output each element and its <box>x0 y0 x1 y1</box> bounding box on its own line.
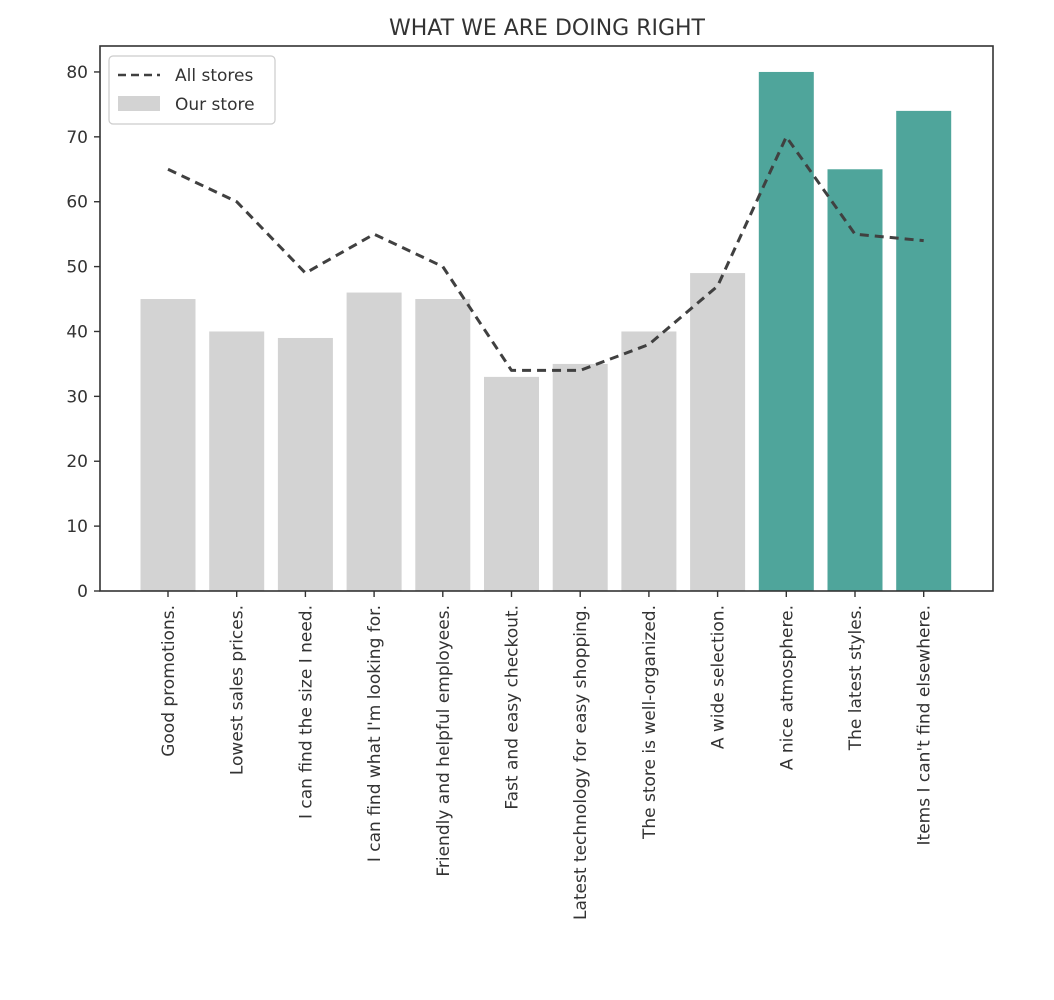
y-tick-label: 30 <box>66 387 88 407</box>
x-axis: Good promotions. Lowest sales prices. I ca… <box>159 591 935 920</box>
bar-our-store <box>621 331 677 591</box>
chart-title: WHAT WE ARE DOING RIGHT <box>389 16 706 41</box>
y-tick-label: 50 <box>66 258 88 278</box>
x-tick-label: Fast and easy checkout. <box>503 605 523 810</box>
x-tick-label: Lowest sales prices. <box>228 605 248 775</box>
bar-our-store <box>896 110 952 591</box>
bar-our-store <box>277 337 333 591</box>
x-tick-label: Good promotions. <box>159 605 179 757</box>
bar-our-store <box>415 299 471 591</box>
line-layer <box>167 135 924 372</box>
y-tick-label: 60 <box>66 193 88 213</box>
bar-our-store <box>690 273 746 591</box>
bar-our-store <box>346 292 402 591</box>
x-tick-label: The store is well-organized. <box>640 605 660 840</box>
bars-layer <box>140 71 952 591</box>
x-tick-label: Latest technology for easy shopping. <box>571 605 591 920</box>
legend-swatch-our-store <box>118 96 160 111</box>
y-tick-label: 70 <box>66 128 88 148</box>
y-tick-label: 0 <box>77 582 88 602</box>
y-tick-label: 40 <box>66 322 88 342</box>
legend-label-our-store: Our store <box>175 95 255 115</box>
x-tick-label: A wide selection. <box>709 605 729 749</box>
y-tick-label: 20 <box>66 452 88 472</box>
x-tick-label: The latest styles. <box>846 605 866 751</box>
y-axis: 0 10 20 30 40 50 60 70 80 <box>66 63 100 602</box>
bar-our-store <box>552 363 608 591</box>
y-tick-label: 80 <box>66 63 88 83</box>
bar-our-store <box>758 71 814 591</box>
x-tick-label: Items I can't find elsewhere. <box>915 605 935 845</box>
x-tick-label: Friendly and helpful employees. <box>434 605 454 877</box>
axes <box>99 45 994 592</box>
legend: All stores Our store <box>108 55 276 125</box>
x-tick-label: I can find what I'm looking for. <box>365 605 385 862</box>
plot-frame <box>99 45 994 592</box>
x-tick-label: I can find the size I need. <box>296 605 316 819</box>
bar-our-store <box>827 169 883 591</box>
line-all-stores <box>167 135 924 372</box>
legend-label-all-stores: All stores <box>175 66 253 86</box>
x-tick-label: A nice atmosphere. <box>777 605 797 770</box>
y-tick-label: 10 <box>66 517 88 537</box>
bar-our-store <box>209 331 265 591</box>
bar-our-store <box>140 299 196 591</box>
bar-our-store <box>484 376 539 591</box>
